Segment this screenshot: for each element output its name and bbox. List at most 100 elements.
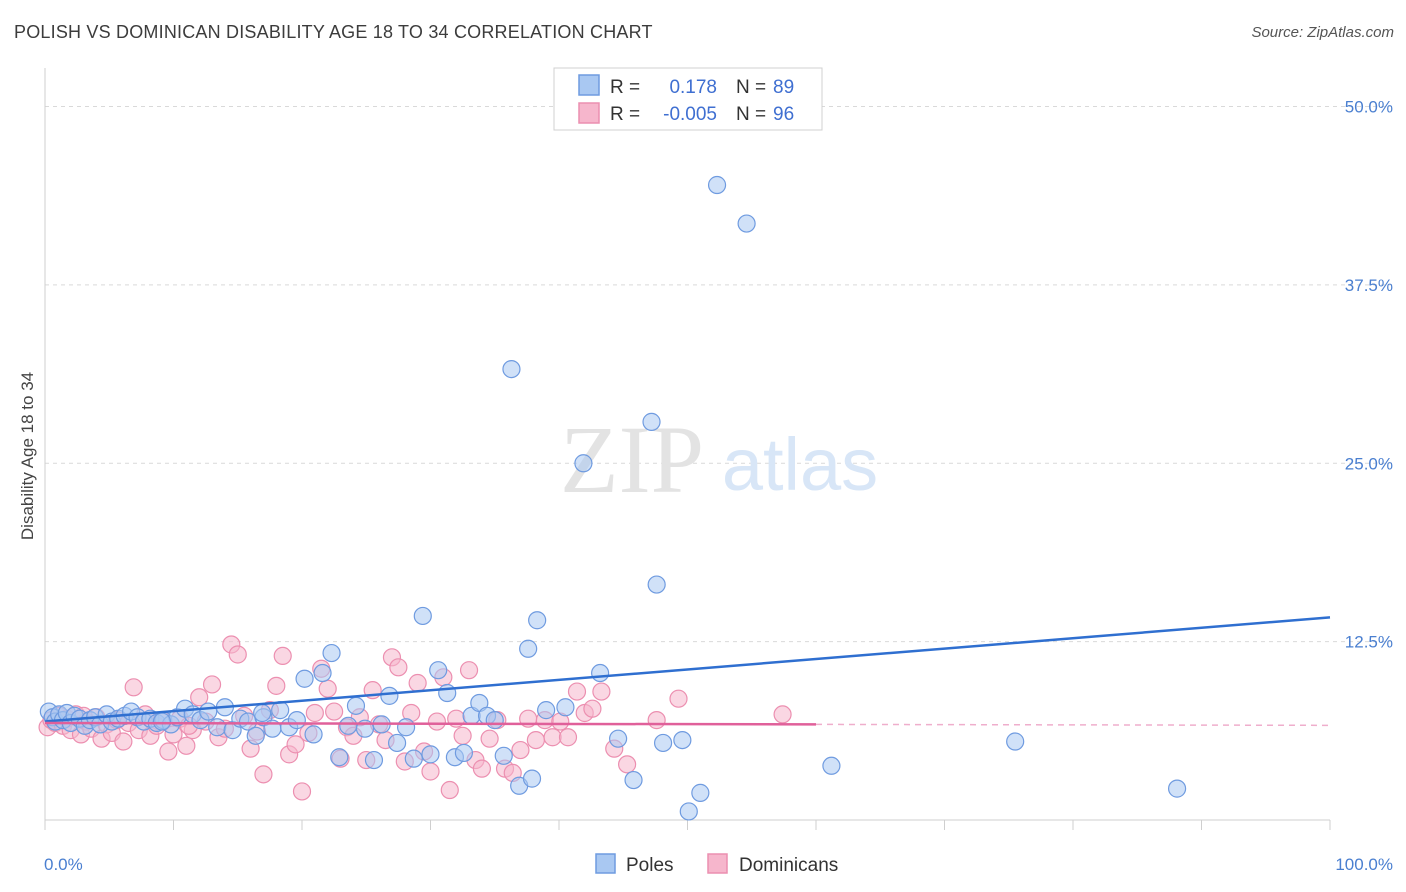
legend-dominicans-r-label: R = xyxy=(610,104,640,125)
poles-point-50 xyxy=(380,686,399,705)
dominicans-point-90 xyxy=(618,755,637,774)
dominicans-point-63 xyxy=(408,673,427,693)
y-tick-label-3: 50.0% xyxy=(1345,98,1393,117)
poles-trend-line xyxy=(44,616,1331,723)
poles-point-42 xyxy=(313,663,332,683)
dominicans-point-65 xyxy=(421,762,440,781)
poles-point-74 xyxy=(609,729,628,748)
poles-point-77 xyxy=(647,575,666,594)
poles-point-52 xyxy=(396,718,416,737)
poles-point-41 xyxy=(304,725,323,744)
poles-point-68 xyxy=(528,611,547,630)
poles-point-55 xyxy=(421,745,440,764)
dominicans-point-70 xyxy=(453,726,472,745)
dominicans-point-31 xyxy=(202,675,222,694)
dominicans-point-85 xyxy=(567,682,587,701)
legend-poles-r-value: 0.178 xyxy=(669,77,717,98)
poles-point-75 xyxy=(624,770,643,790)
dominicans-point-87 xyxy=(583,699,602,718)
tick-labels: 12.5% 25.0% 37.5% 50.0% 0.0% 100.0% xyxy=(44,98,1393,874)
poles-point-85 xyxy=(1006,732,1025,751)
chart-title: POLISH VS DOMINICAN DISABILITY AGE 18 TO… xyxy=(14,22,653,42)
poles-point-54 xyxy=(413,606,432,626)
legend-poles-r-label: R = xyxy=(610,77,640,98)
stats-legend: R = 0.178 N = 89 R = -0.005 N = 96 xyxy=(553,67,823,131)
poles-point-83 xyxy=(737,214,756,233)
dominicans-point-44 xyxy=(286,735,305,754)
dominicans-point-39 xyxy=(254,765,273,784)
dominicans-point-35 xyxy=(228,645,247,664)
poles-point-87 xyxy=(152,712,172,731)
dominicans-point-41 xyxy=(267,676,286,695)
poles-point-53 xyxy=(404,749,423,768)
dominicans-point-82 xyxy=(543,728,562,747)
source-credit: Source: ZipAtlas.com xyxy=(1251,24,1394,41)
poles-point-70 xyxy=(522,769,542,788)
legend-poles-n-label: N = xyxy=(736,77,766,98)
y-tick-label-1: 25.0% xyxy=(1345,454,1393,473)
poles-point-28 xyxy=(199,702,218,721)
dominicans-point-49 xyxy=(318,679,337,698)
legend-dominicans-swatch xyxy=(578,102,600,124)
dominicans-point-18 xyxy=(124,678,143,697)
dominicans-point-66 xyxy=(427,712,447,731)
poles-point-45 xyxy=(339,716,358,735)
dominicans-point-47 xyxy=(305,703,324,723)
poles-point-48 xyxy=(364,750,384,770)
poles-point-73 xyxy=(591,663,610,683)
dominicans-point-74 xyxy=(480,729,499,748)
legend-poles-n-value: 89 xyxy=(773,77,794,98)
poles-point-40 xyxy=(295,669,314,688)
dominicans-point-88 xyxy=(592,682,611,701)
poles-point-80 xyxy=(679,802,698,821)
dominicans-trend-extension xyxy=(815,723,1331,727)
dominicans-point-71 xyxy=(459,661,479,680)
dominicans-point-50 xyxy=(325,702,344,721)
dominicans-point-27 xyxy=(177,736,196,755)
poles-point-69 xyxy=(537,701,556,720)
poles-point-82 xyxy=(707,175,727,195)
legend-dominicans-n-label: N = xyxy=(736,104,766,125)
legend-dominicans-r-value: -0.005 xyxy=(663,104,717,125)
x-tick-label-0: 0.0% xyxy=(44,855,83,874)
y-axis-title: Disability Age 18 to 34 xyxy=(18,372,37,540)
poles-point-79 xyxy=(673,730,692,750)
bottom-legend-dominicans-swatch xyxy=(707,853,728,874)
dominicans-point-92 xyxy=(669,689,688,708)
poles-point-72 xyxy=(574,454,593,473)
bottom-legend-poles-label: Poles xyxy=(626,855,674,876)
poles-point-81 xyxy=(691,783,710,802)
dominicans-point-60 xyxy=(389,658,408,677)
poles-point-71 xyxy=(556,698,575,717)
poles-point-57 xyxy=(438,683,457,703)
poles-point-88 xyxy=(253,703,272,723)
poles-point-86 xyxy=(1167,779,1187,798)
bottom-legend: Poles Dominicans xyxy=(595,853,838,876)
dominicans-point-24 xyxy=(159,742,178,761)
y-tick-label-2: 37.5% xyxy=(1345,276,1393,295)
legend-dominicans-n-value: 96 xyxy=(773,104,794,125)
poles-point-56 xyxy=(429,661,448,680)
poles-point-44 xyxy=(330,748,349,767)
gridlines xyxy=(45,106,1392,643)
poles-point-39 xyxy=(287,711,306,730)
poles-point-84 xyxy=(822,756,841,775)
dominicans-point-73 xyxy=(472,759,491,778)
dominicans-point-68 xyxy=(440,780,459,800)
dominicans-point-80 xyxy=(526,730,545,750)
poles-point-43 xyxy=(322,643,341,663)
dominicans-point-84 xyxy=(558,728,578,747)
poles-point-64 xyxy=(494,746,513,765)
y-tick-label-0: 12.5% xyxy=(1345,633,1393,652)
dominicans-point-91 xyxy=(647,711,666,730)
poles-point-78 xyxy=(653,733,673,753)
dominicans-point-93 xyxy=(773,705,792,724)
dominicans-point-16 xyxy=(114,732,133,751)
poles-point-51 xyxy=(387,733,407,753)
poles-point-63 xyxy=(485,711,504,730)
poles-point-76 xyxy=(642,412,661,431)
poles-point-67 xyxy=(519,639,538,658)
poles-point-34 xyxy=(246,726,265,745)
legend-poles-swatch xyxy=(578,74,600,96)
